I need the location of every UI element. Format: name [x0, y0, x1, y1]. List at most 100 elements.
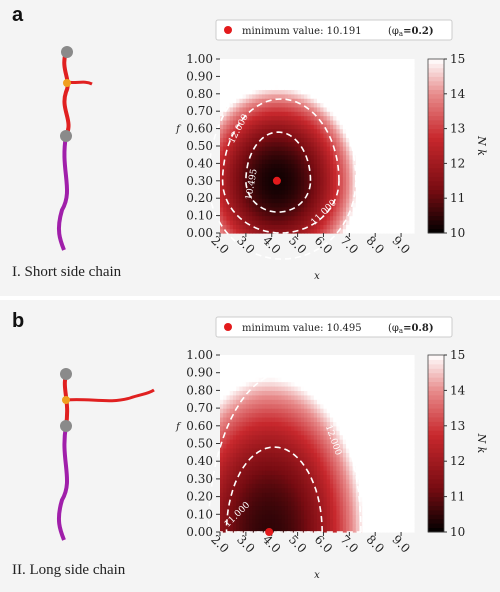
heatmap-cell: [232, 132, 237, 138]
heatmap-cell: [229, 111, 234, 117]
heatmap-cell: [359, 219, 363, 225]
heatmap-cell: [391, 89, 396, 95]
heatmap-cell: [368, 478, 373, 484]
heatmap-cell: [265, 465, 270, 471]
heatmap-cell: [242, 219, 247, 225]
heatmap-cell: [355, 390, 360, 396]
heatmap-cell: [346, 72, 350, 77]
heatmap-cell: [355, 425, 360, 431]
heatmap-cell: [245, 89, 250, 95]
heatmap-cell: [410, 159, 415, 164]
heatmap-cell: [323, 478, 328, 484]
heatmap-cell: [242, 509, 247, 515]
heatmap-cell: [300, 496, 305, 502]
heatmap-cell: [352, 408, 357, 414]
heatmap-cell: [297, 381, 302, 387]
heatmap-cell: [281, 443, 286, 449]
heatmap-cell: [333, 416, 337, 422]
heatmap-cell: [371, 518, 376, 524]
heatmap-cell: [284, 150, 289, 156]
heatmap-cell: [294, 501, 299, 507]
heatmap-cell: [388, 98, 392, 104]
heatmap-cell: [220, 63, 224, 69]
heatmap-cell: [294, 141, 299, 147]
heatmap-cell: [388, 72, 392, 77]
heatmap-cell: [323, 185, 328, 191]
heatmap-cell: [242, 198, 247, 204]
heatmap-cell: [365, 527, 370, 533]
heatmap-chart-a: 12.00011.00010.4950.000.100.200.300.400.…: [175, 19, 488, 282]
heatmap-cell: [232, 355, 237, 361]
heatmap-cell: [378, 421, 383, 427]
heatmap-cell: [410, 154, 415, 160]
heatmap-cell: [294, 439, 299, 445]
heatmap-cell: [313, 215, 318, 221]
heatmap-cell: [291, 185, 295, 191]
heatmap-cell: [320, 509, 325, 515]
heatmap-cell: [346, 456, 350, 462]
heatmap-cell: [404, 128, 409, 134]
heatmap-cell: [336, 452, 341, 458]
heatmap-cell: [220, 128, 224, 134]
heatmap-cell: [220, 412, 224, 418]
heatmap-cell: [294, 80, 299, 86]
heatmap-cell: [391, 85, 396, 91]
heatmap-cell: [252, 509, 257, 515]
heatmap-cell: [245, 425, 250, 431]
heatmap-cell: [355, 465, 360, 471]
heatmap-cell: [300, 430, 305, 436]
heatmap-cell: [268, 67, 273, 73]
heatmap-cell: [268, 185, 273, 191]
heatmap-cell: [236, 399, 240, 405]
heatmap-cell: [239, 470, 244, 476]
heatmap-cell: [271, 93, 276, 99]
heatmap-cell: [381, 496, 386, 502]
heatmap-cell: [229, 487, 234, 493]
heatmap-cell: [249, 381, 253, 387]
heatmap-cell: [320, 412, 325, 418]
heatmap-cell: [384, 63, 389, 69]
heatmap-cell: [333, 390, 337, 396]
heatmap-cell: [304, 372, 308, 378]
heatmap-cell: [236, 452, 240, 458]
heatmap-cell: [255, 111, 260, 117]
heatmap-cell: [268, 154, 273, 160]
heatmap-cell: [349, 385, 354, 391]
heatmap-cell: [220, 189, 224, 195]
heatmap-cell: [346, 514, 350, 520]
heatmap-cell: [404, 478, 409, 484]
heatmap-cell: [391, 505, 396, 511]
heatmap-cell: [346, 372, 350, 378]
heatmap-cell: [278, 368, 283, 374]
heatmap-cell: [394, 474, 399, 480]
heatmap-cell: [326, 159, 331, 164]
heatmap-cell: [281, 416, 286, 422]
heatmap-cell: [329, 63, 334, 69]
heatmap-cell: [300, 425, 305, 431]
heatmap-cell: [388, 430, 392, 436]
heatmap-cell: [242, 501, 247, 507]
heatmap-cell: [223, 224, 228, 230]
heatmap-cell: [284, 474, 289, 480]
heatmap-cell: [355, 85, 360, 91]
heatmap-cell: [297, 128, 302, 134]
heatmap-cell: [284, 93, 289, 99]
heatmap-cell: [368, 193, 373, 199]
heatmap-cell: [245, 180, 250, 186]
heatmap-cell: [404, 150, 409, 156]
heatmap-cell: [378, 470, 383, 476]
heatmap-cell: [258, 80, 263, 86]
heatmap-cell: [265, 206, 270, 212]
heatmap-cell: [384, 167, 389, 173]
heatmap-cell: [281, 93, 286, 99]
heatmap-cell: [262, 408, 266, 414]
heatmap-cell: [284, 163, 289, 169]
heatmap-cell: [362, 141, 367, 147]
heatmap-cell: [339, 390, 344, 396]
heatmap-cell: [232, 128, 237, 134]
heatmap-cell: [313, 115, 318, 121]
heatmap-cell: [255, 102, 260, 108]
heatmap-cell: [223, 363, 228, 369]
heatmap-cell: [255, 359, 260, 365]
heatmap-cell: [258, 185, 263, 191]
